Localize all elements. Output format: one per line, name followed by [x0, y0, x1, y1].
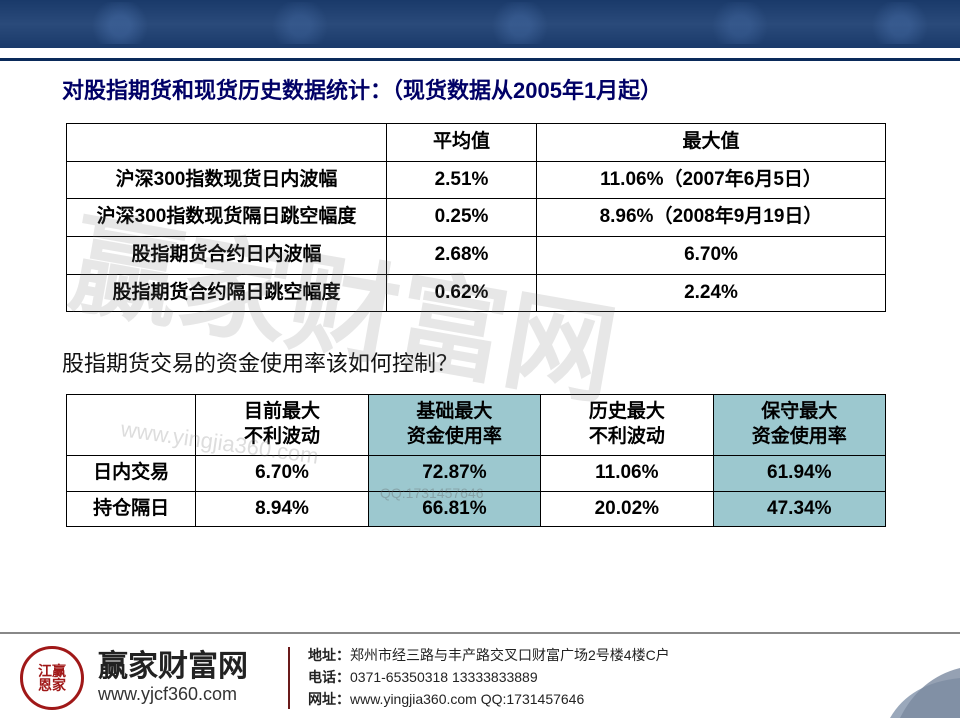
table-row: 平均值 最大值	[67, 124, 886, 162]
col-conservative-max-usage: 保守最大 资金使用率	[713, 395, 885, 455]
footer-divider	[288, 647, 290, 709]
cell-max: 6.70%	[537, 237, 886, 275]
web-text: www.yingjia360.com QQ:1731457646	[350, 691, 584, 707]
brand-name: 赢家财富网	[98, 651, 248, 683]
cell-avg: 0.62%	[387, 274, 537, 312]
table-row: 沪深300指数现货隔日跳空幅度 0.25% 8.96%（2008年9月19日）	[67, 199, 886, 237]
table-row: 目前最大 不利波动 基础最大 资金使用率 历史最大 不利波动 保守最大 资金使用…	[67, 395, 886, 455]
seal-top: 江赢	[38, 664, 66, 678]
col-line1: 基础最大	[375, 400, 534, 425]
row-label: 股指期货合约日内波幅	[67, 237, 387, 275]
brand-url: www.yjcf360.com	[98, 684, 248, 705]
brand-block: 赢家财富网 www.yjcf360.com	[98, 651, 248, 706]
cell: 47.34%	[713, 491, 885, 527]
col-line1: 目前最大	[202, 400, 361, 425]
footer-phone: 电话：0371-65350318 13333833889	[308, 667, 670, 689]
address-text: 郑州市经三路与丰产路交叉口财富广场2号楼4楼C户	[350, 647, 670, 663]
phone-text: 0371-65350318 13333833889	[350, 669, 538, 685]
row-label: 沪深300指数现货日内波幅	[67, 161, 387, 199]
web-label: 网址：	[308, 691, 350, 707]
row-label: 股指期货合约隔日跳空幅度	[67, 274, 387, 312]
cell: 8.94%	[196, 491, 368, 527]
cell: 66.81%	[368, 491, 540, 527]
row-label: 沪深300指数现货隔日跳空幅度	[67, 199, 387, 237]
cell: 11.06%	[541, 455, 713, 491]
table-row: 沪深300指数现货日内波幅 2.51% 11.06%（2007年6月5日）	[67, 161, 886, 199]
seal-bottom: 恩家	[38, 678, 66, 692]
footer-web: 网址：www.yingjia360.com QQ:1731457646	[308, 689, 670, 711]
top-banner	[0, 0, 960, 48]
table-row: 持仓隔日 8.94% 66.81% 20.02% 47.34%	[67, 491, 886, 527]
cell-avg: 2.68%	[387, 237, 537, 275]
footer-address: 地址：郑州市经三路与丰产路交叉口财富广场2号楼4楼C户	[308, 645, 670, 667]
col-line2: 不利波动	[202, 425, 361, 450]
logo-seal-icon: 江赢 恩家	[20, 646, 84, 710]
cell-max: 8.96%（2008年9月19日）	[537, 199, 886, 237]
footer: 江赢 恩家 赢家财富网 www.yjcf360.com 地址：郑州市经三路与丰产…	[0, 632, 960, 720]
col-max: 最大值	[537, 124, 886, 162]
table-row: 股指期货合约隔日跳空幅度 0.62% 2.24%	[67, 274, 886, 312]
col-avg: 平均值	[387, 124, 537, 162]
phone-label: 电话：	[308, 669, 350, 685]
cell-avg: 2.51%	[387, 161, 537, 199]
cell: 6.70%	[196, 455, 368, 491]
swoosh-icon	[890, 668, 960, 718]
col-line2: 资金使用率	[720, 425, 879, 450]
col-blank	[67, 395, 196, 455]
slide-content: 对股指期货和现货历史数据统计：（现货数据从2005年1月起） 平均值 最大值 沪…	[0, 61, 960, 527]
col-hist-max-adverse: 历史最大 不利波动	[541, 395, 713, 455]
subheading: 股指期货交易的资金使用率该如何控制？	[62, 346, 900, 378]
col-line1: 历史最大	[547, 400, 706, 425]
footer-info: 地址：郑州市经三路与丰产路交叉口财富广场2号楼4楼C户 电话：0371-6535…	[308, 645, 670, 710]
table-row: 日内交易 6.70% 72.87% 11.06% 61.94%	[67, 455, 886, 491]
col-blank	[67, 124, 387, 162]
cell: 72.87%	[368, 455, 540, 491]
cell-avg: 0.25%	[387, 199, 537, 237]
col-line2: 不利波动	[547, 425, 706, 450]
col-line1: 保守最大	[720, 400, 879, 425]
col-line2: 资金使用率	[375, 425, 534, 450]
address-label: 地址：	[308, 647, 350, 663]
cell: 61.94%	[713, 455, 885, 491]
row-label: 持仓隔日	[67, 491, 196, 527]
usage-table: 目前最大 不利波动 基础最大 资金使用率 历史最大 不利波动 保守最大 资金使用…	[66, 394, 886, 527]
stats-table: 平均值 最大值 沪深300指数现货日内波幅 2.51% 11.06%（2007年…	[66, 123, 886, 312]
col-base-max-usage: 基础最大 资金使用率	[368, 395, 540, 455]
cell: 20.02%	[541, 491, 713, 527]
row-label: 日内交易	[67, 455, 196, 491]
table-row: 股指期货合约日内波幅 2.68% 6.70%	[67, 237, 886, 275]
col-current-max-adverse: 目前最大 不利波动	[196, 395, 368, 455]
heading: 对股指期货和现货历史数据统计：（现货数据从2005年1月起）	[62, 73, 900, 105]
cell-max: 2.24%	[537, 274, 886, 312]
cell-max: 11.06%（2007年6月5日）	[537, 161, 886, 199]
